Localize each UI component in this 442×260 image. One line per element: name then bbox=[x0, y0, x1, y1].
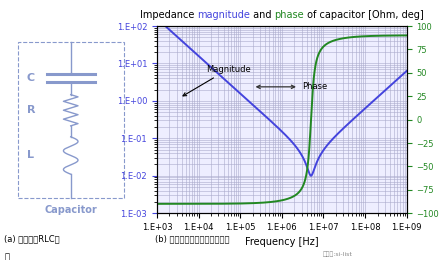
Text: Impedance: Impedance bbox=[140, 10, 197, 20]
Text: Phase: Phase bbox=[257, 82, 327, 91]
Text: L: L bbox=[27, 151, 34, 160]
X-axis label: Frequency [Hz]: Frequency [Hz] bbox=[245, 237, 319, 248]
Text: C: C bbox=[27, 73, 35, 83]
Text: phase: phase bbox=[274, 10, 304, 20]
Text: 路: 路 bbox=[4, 252, 9, 260]
Text: and: and bbox=[250, 10, 274, 20]
Text: of capacitor [Ohm, deg]: of capacitor [Ohm, deg] bbox=[304, 10, 424, 20]
Text: Magnitude: Magnitude bbox=[183, 65, 251, 96]
Text: (a) 电容等效RLC电: (a) 电容等效RLC电 bbox=[4, 234, 60, 243]
Text: R: R bbox=[27, 105, 35, 115]
Text: 微信号:si-list: 微信号:si-list bbox=[323, 252, 353, 257]
Text: magnitude: magnitude bbox=[197, 10, 250, 20]
Text: (b) 电容阻抗的幅度和相位曲线: (b) 电容阻抗的幅度和相位曲线 bbox=[155, 234, 229, 243]
Text: Capacitor: Capacitor bbox=[44, 205, 97, 215]
